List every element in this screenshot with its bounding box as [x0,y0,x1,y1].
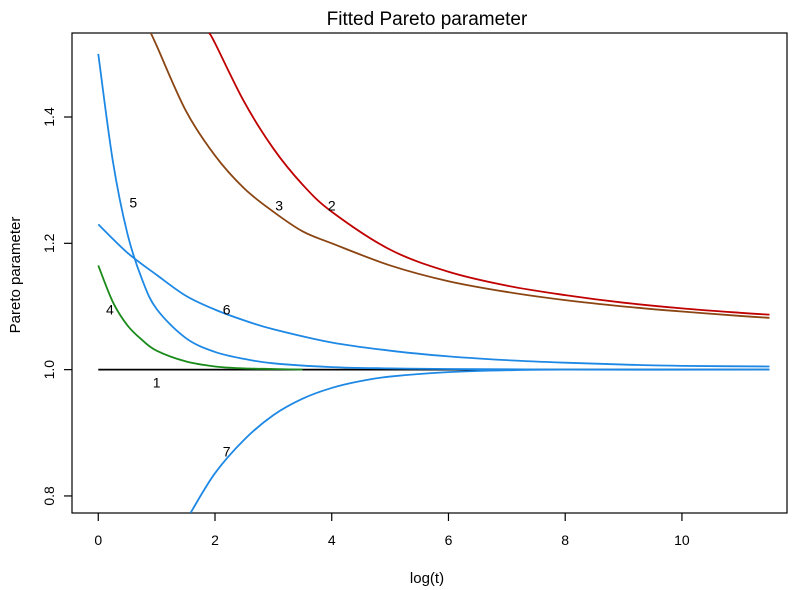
x-tick-label: 2 [211,532,219,548]
plot-area: 0 2 4 6 8 10 0.8 1.0 1.2 1.4 1 2 3 4 5 6 7 [41,32,788,548]
plot-frame [71,32,788,514]
series-label-3: 3 [275,197,283,213]
x-tick-label: 10 [674,532,690,548]
x-tick-label: 8 [561,532,569,548]
series-label-7: 7 [223,444,231,460]
series-line-4 [97,265,303,371]
x-tick-label: 0 [94,532,102,548]
series-label-4: 4 [106,302,114,318]
y-tick-label: 1.0 [41,360,57,380]
y-tick-label: 1.2 [41,233,57,253]
series-label-5: 5 [129,194,137,210]
x-tick-label: 4 [328,532,336,548]
y-tick-label: 1.4 [41,107,57,127]
series-line-5 [97,53,770,371]
series-label-6: 6 [223,302,231,318]
y-axis-label: Pareto parameter [7,217,24,334]
x-axis-label: log(t) [410,570,444,587]
series-line-7 [189,368,770,513]
chart-title: Fitted Pareto parameter [327,9,528,30]
series-line-6 [97,223,770,368]
series-line-2 [208,33,770,316]
series-line-3 [149,33,770,319]
series-label-2: 2 [328,197,336,213]
series-label-1: 1 [153,374,161,390]
x-tick-label: 6 [445,532,453,548]
y-tick-label: 0.8 [41,486,57,506]
